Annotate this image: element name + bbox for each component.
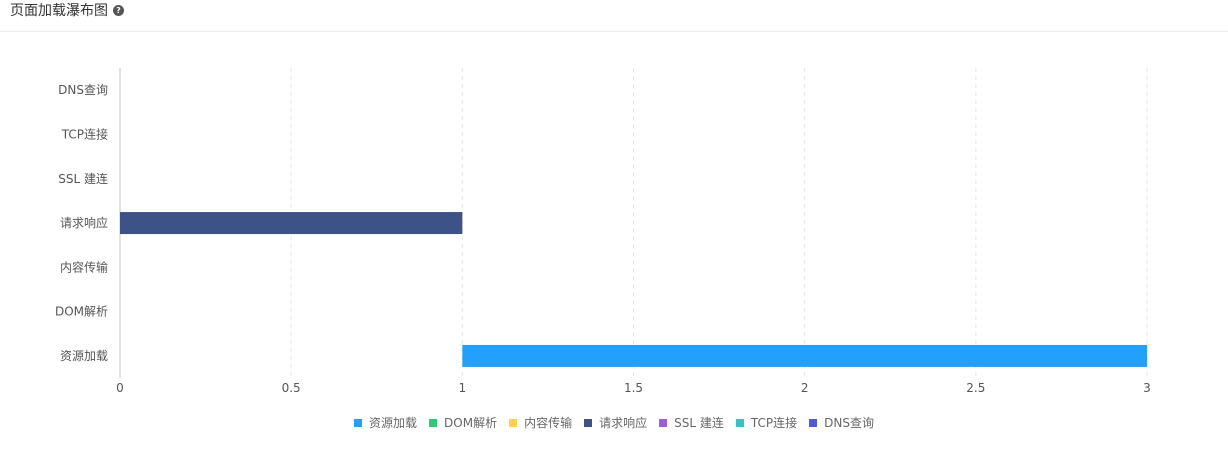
legend-label: DOM解析 xyxy=(444,416,498,430)
y-category-label: DNS查询 xyxy=(58,83,108,97)
bar-3 xyxy=(120,212,463,235)
legend-item[interactable]: DNS查询 xyxy=(809,414,874,431)
legend-item[interactable]: SSL 建连 xyxy=(659,414,724,431)
question-circle-icon[interactable]: ? xyxy=(113,4,124,16)
y-category-label: 内容传输 xyxy=(60,259,108,274)
legend-swatch xyxy=(509,418,518,427)
y-category-label: TCP连接 xyxy=(61,126,108,141)
legend-label: SSL 建连 xyxy=(674,416,724,430)
legend-label: TCP连接 xyxy=(750,416,798,430)
y-category-label: 资源加载 xyxy=(60,349,108,363)
y-category-label: SSL 建连 xyxy=(58,171,108,186)
legend-item[interactable]: 请求响应 xyxy=(584,414,647,431)
x-tick-label: 3 xyxy=(1143,381,1151,395)
x-tick-label: 0.5 xyxy=(282,381,301,395)
x-tick-label: 2 xyxy=(801,381,809,395)
panel-title: 页面加载瀑布图? xyxy=(10,2,124,20)
legend-swatch xyxy=(429,418,438,427)
legend-label: 请求响应 xyxy=(599,416,648,430)
panel-title-text: 页面加载瀑布图 xyxy=(10,3,108,19)
legend-label: DNS查询 xyxy=(824,416,874,430)
legend-swatch xyxy=(584,418,593,427)
panel-header: 页面加载瀑布图? xyxy=(0,0,1228,32)
bar-6 xyxy=(462,344,1147,367)
legend-swatch xyxy=(659,418,668,427)
legend-item[interactable]: DOM解析 xyxy=(429,414,497,431)
x-tick-label: 0 xyxy=(116,381,124,395)
legend-item[interactable]: 内容传输 xyxy=(509,414,572,431)
legend-swatch xyxy=(735,418,744,427)
legend-item[interactable]: TCP连接 xyxy=(735,414,798,431)
legend-swatch xyxy=(354,418,363,427)
x-tick-label: 2.5 xyxy=(966,381,985,395)
y-category-label: DOM解析 xyxy=(55,305,108,319)
chart-legend: 资源加载 DOM解析 内容传输 请求响应 SSL 建连 TCP连接 DNS查询 xyxy=(0,414,1228,431)
legend-item[interactable]: 资源加载 xyxy=(354,414,417,431)
y-category-label: 请求响应 xyxy=(60,215,108,230)
x-tick-label: 1.5 xyxy=(624,381,643,395)
legend-label: 资源加载 xyxy=(369,416,418,430)
x-tick-label: 1 xyxy=(459,381,467,395)
legend-swatch xyxy=(809,418,818,427)
legend-label: 内容传输 xyxy=(524,416,573,430)
